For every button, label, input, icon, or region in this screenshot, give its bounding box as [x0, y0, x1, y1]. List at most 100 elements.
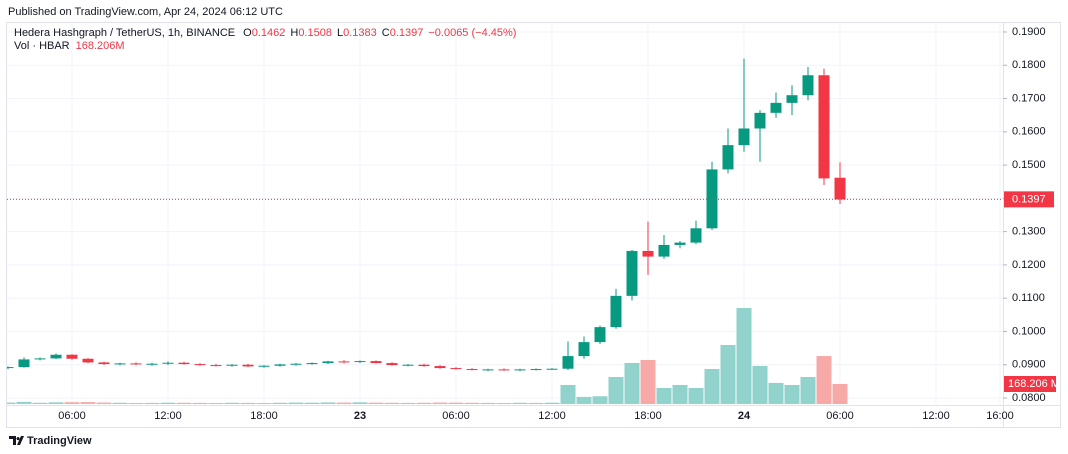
legend-ohlc-letter: C	[382, 27, 390, 39]
candle-body	[834, 177, 846, 200]
candle-body	[658, 244, 670, 257]
volume-bar	[800, 376, 816, 404]
candle-body	[82, 358, 94, 363]
candle-body	[98, 362, 110, 365]
legend-ohlc-value: 0.1508	[298, 27, 332, 39]
volume-bar	[640, 359, 656, 404]
candle-body	[338, 361, 350, 363]
volume-bar	[784, 384, 800, 404]
candle-body	[754, 112, 766, 129]
volume-tag	[1004, 375, 1056, 392]
axes: 0.19000.18000.17000.16000.15000.14000.13…	[14, 26, 1060, 422]
candle-body	[578, 342, 590, 357]
y-tick-label: 0.1900	[1012, 26, 1046, 38]
volume-bar	[544, 402, 560, 404]
footer-brand: TradingView	[27, 435, 92, 447]
legend-ohlc-value: 0.1462	[252, 27, 286, 39]
candle-body	[498, 369, 510, 371]
volume-bar	[256, 403, 272, 404]
y-tick-label: 0.1000	[1012, 325, 1046, 337]
legend-volume: Vol · HBAR 168.206M	[14, 40, 125, 52]
volume-bar	[160, 402, 176, 404]
volume-bar	[384, 402, 400, 404]
candle-body	[114, 363, 126, 365]
y-tick-label: 0.1700	[1012, 92, 1046, 104]
candle-body	[546, 368, 558, 370]
candle-body	[210, 365, 222, 367]
candle-body	[674, 242, 686, 245]
volume-bar	[176, 402, 192, 404]
candle-body	[130, 363, 142, 365]
candle-body	[466, 369, 478, 371]
candle-body	[418, 364, 430, 367]
candle-body	[530, 369, 542, 371]
candle-body	[354, 361, 366, 363]
candle-body	[786, 95, 798, 103]
volume-bar	[240, 402, 256, 404]
candle-body	[258, 365, 270, 367]
candle-body	[34, 358, 46, 360]
volume-bar	[288, 402, 304, 404]
candle-body	[738, 128, 750, 146]
candle-body	[722, 145, 734, 170]
volume-bar	[704, 369, 720, 404]
volume-bar	[7, 402, 16, 404]
volume-bar	[48, 402, 64, 404]
volume-bar	[128, 403, 144, 404]
volume-bar	[512, 402, 528, 404]
legend-ohlc-letter: O	[243, 27, 252, 39]
candle-body	[402, 364, 414, 366]
legend-ohlc-letter: L	[337, 27, 343, 39]
volume-bar	[32, 402, 48, 404]
candle-body	[18, 359, 30, 368]
legend-volume-title: Vol · HBAR	[14, 40, 70, 52]
candle-body	[642, 250, 654, 257]
x-tick-label: 23	[354, 410, 366, 422]
candle-body	[434, 366, 446, 369]
legend-ohlc-letter: H	[290, 27, 298, 39]
legend-volume-value: 168.206	[76, 40, 116, 52]
x-tick-label: 12:00	[154, 410, 182, 422]
x-tick-label: 16:00	[986, 410, 1014, 422]
volume-bar	[80, 402, 96, 404]
volume-bar	[816, 356, 832, 404]
logo-icon	[9, 436, 24, 445]
legend-title: Hedera Hashgraph / TetherUS, 1h, BINANCE	[14, 27, 235, 39]
y-tick-label: 0.0900	[1012, 359, 1046, 371]
candle-body	[514, 369, 526, 371]
y-tick-label: 0.1500	[1012, 159, 1046, 171]
volume-bar	[304, 402, 320, 404]
y-tick-label: 0.1100	[1012, 292, 1045, 304]
volume-bar	[208, 403, 224, 404]
volume-bar	[192, 402, 208, 404]
candle-body	[306, 363, 318, 365]
legend-main: Hedera Hashgraph / TetherUS, 1h, BINANCE…	[14, 27, 516, 39]
volume-unit: M	[1051, 378, 1060, 390]
legend-ohlc-value: 0.1383	[343, 27, 377, 39]
volume-bar	[528, 402, 544, 404]
volume-bar	[464, 402, 480, 404]
candle-body	[7, 367, 14, 369]
x-tick-label: 18:00	[634, 410, 662, 422]
grid	[7, 23, 1003, 405]
candle-body	[290, 363, 302, 365]
volume-bar	[752, 365, 768, 404]
candle-body	[242, 364, 254, 367]
volume-bar	[96, 402, 112, 404]
volume-bar	[560, 384, 576, 404]
x-tick-label: 12:00	[538, 410, 566, 422]
volume-bar	[736, 308, 752, 404]
volume-bar	[768, 382, 784, 404]
volume-bar	[480, 402, 496, 404]
candle-body	[370, 361, 382, 364]
x-tick-label: 06:00	[442, 410, 470, 422]
volume-bar	[16, 401, 32, 404]
volume-bar	[496, 403, 512, 404]
candle-body	[322, 361, 334, 364]
volume-bar	[592, 396, 608, 404]
candle-body	[770, 102, 782, 113]
candle-body	[690, 228, 702, 243]
volume-bar	[720, 344, 736, 404]
volume-bar	[672, 384, 688, 404]
